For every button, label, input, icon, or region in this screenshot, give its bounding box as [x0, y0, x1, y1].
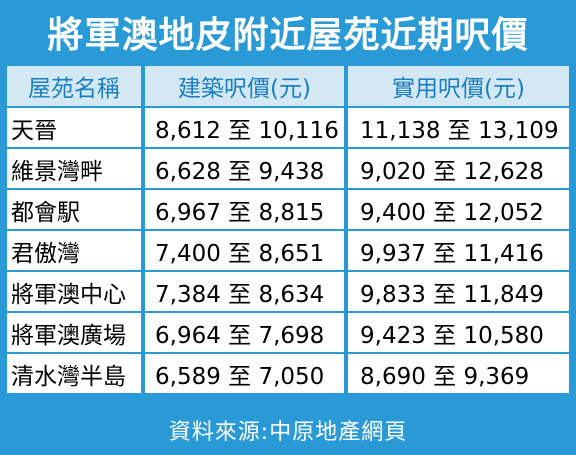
source-footer: 資料來源:中原地產網頁: [168, 420, 408, 445]
gross-price-range: 6,628 至 9,438: [145, 149, 344, 188]
saleable-price-range: 11,138 至 13,109: [348, 108, 569, 147]
gross-price-range: 7,384 至 8,634: [145, 272, 344, 311]
saleable-price-range: 8,690 至 9,369: [348, 354, 569, 393]
estate-name: 將軍澳中心: [7, 272, 141, 311]
saleable-price-range: 9,020 至 12,628: [348, 149, 569, 188]
estate-name: 君傲灣: [7, 231, 141, 270]
gross-price-range: 7,400 至 8,651: [145, 231, 344, 270]
header-estate-name: 屋苑名稱: [7, 66, 141, 106]
saleable-price-range: 9,937 至 11,416: [348, 231, 569, 270]
table-title: 將軍澳地皮附近屋苑近期呎價: [47, 15, 529, 56]
estate-name: 維景灣畔: [7, 149, 141, 188]
header-gross-price: 建築呎價(元): [145, 66, 344, 106]
estate-name: 清水灣半島: [7, 354, 141, 393]
gross-price-range: 6,964 至 7,698: [145, 313, 344, 352]
saleable-price-range: 9,833 至 11,849: [348, 272, 569, 311]
saleable-price-range: 9,400 至 12,052: [348, 190, 569, 229]
saleable-price-range: 9,423 至 10,580: [348, 313, 569, 352]
gross-price-range: 8,612 至 10,116: [145, 108, 344, 147]
estate-name: 都會駅: [7, 190, 141, 229]
estate-name: 將軍澳廣場: [7, 313, 141, 352]
gross-price-range: 6,967 至 8,815: [145, 190, 344, 229]
gross-price-range: 6,589 至 7,050: [145, 354, 344, 393]
estate-name: 天晉: [7, 108, 141, 147]
header-saleable-price: 實用呎價(元): [348, 66, 569, 106]
